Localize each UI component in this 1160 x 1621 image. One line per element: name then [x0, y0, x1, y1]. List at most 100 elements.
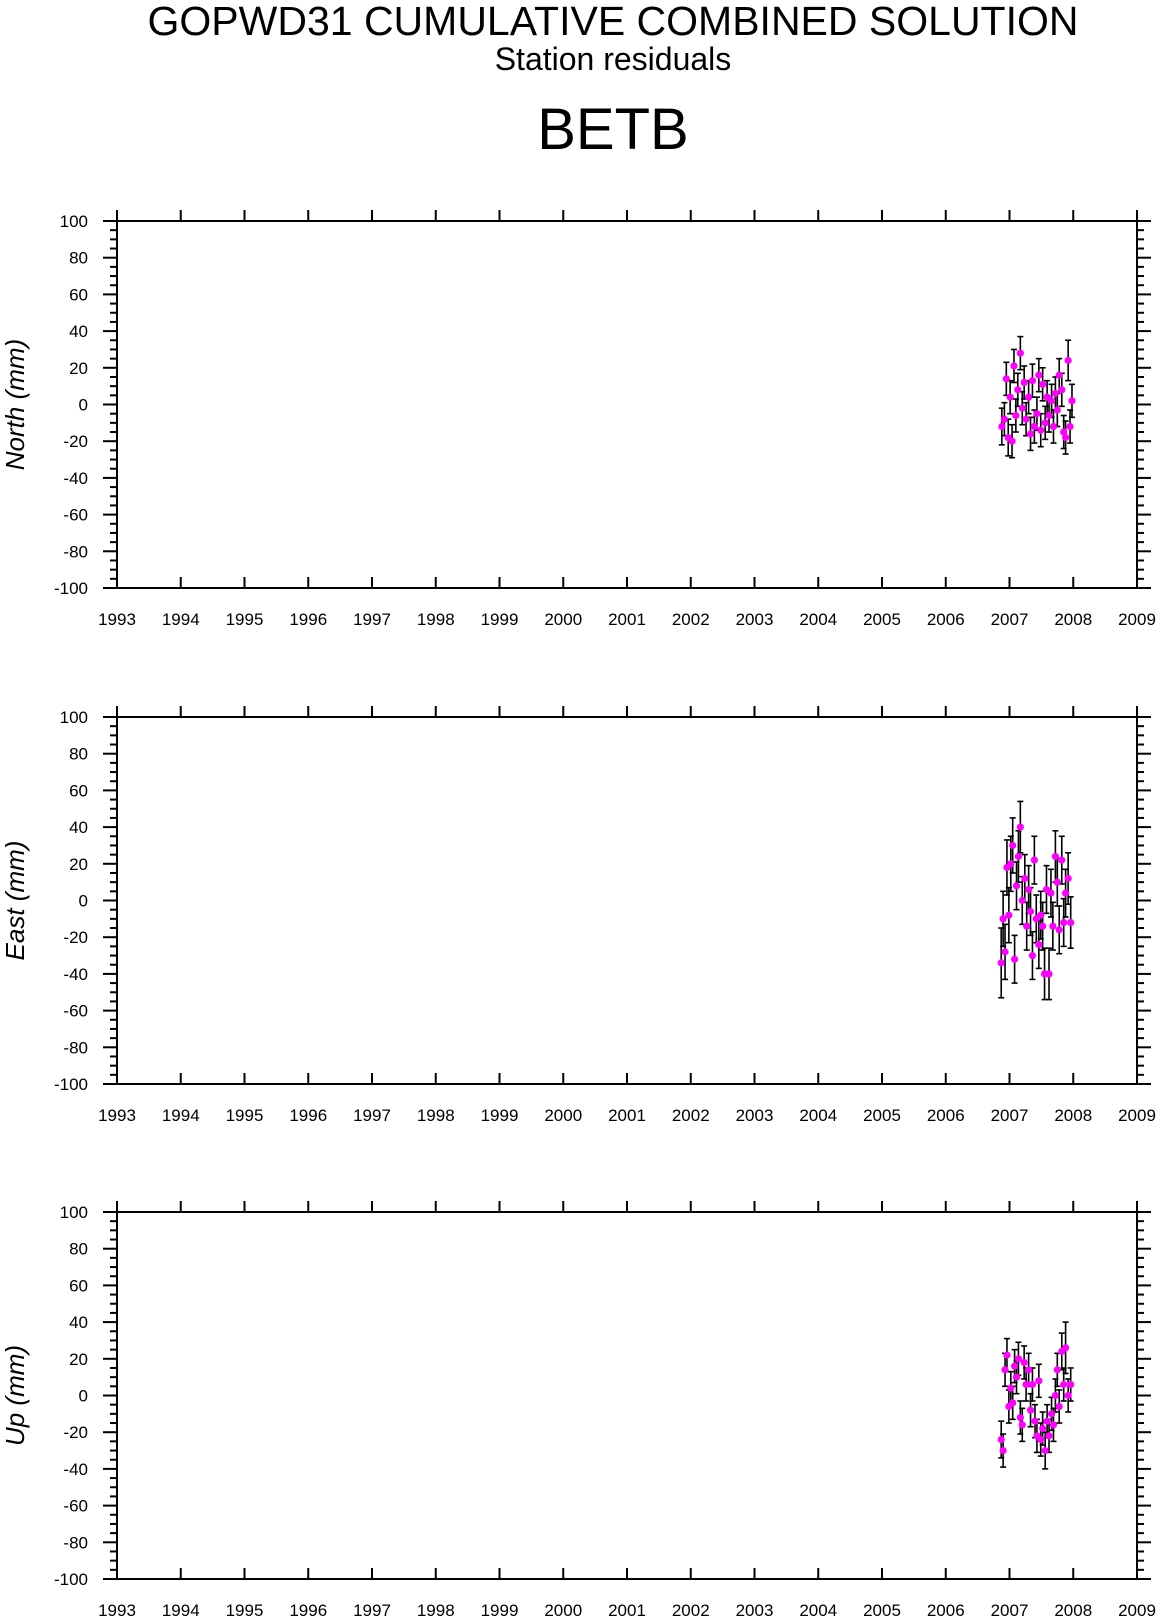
x-tick-label: 2000 [544, 1106, 582, 1125]
data-point [1049, 422, 1058, 431]
data-point [1062, 889, 1070, 897]
y-tick-label: -100 [54, 1570, 88, 1589]
x-tick-label: 1995 [226, 1601, 264, 1620]
data-point [1047, 889, 1055, 897]
x-tick-label: 2007 [991, 1106, 1029, 1125]
data-point [1041, 419, 1049, 427]
y-tick-label: -40 [63, 965, 88, 984]
data-point [1033, 410, 1041, 418]
y-tick-label: -60 [63, 1002, 88, 1021]
y-tick-label: 20 [69, 855, 88, 874]
data-point [1045, 1432, 1053, 1440]
data-point [1021, 874, 1029, 883]
data-point [999, 1446, 1007, 1455]
data-point [1064, 1391, 1072, 1400]
x-tick-label: 2009 [1118, 1106, 1156, 1125]
data-point [1023, 922, 1031, 930]
data-point [1012, 882, 1021, 890]
y-tick-label: 80 [69, 1240, 88, 1259]
data-point [1022, 415, 1030, 423]
x-tick-label: 1997 [353, 610, 391, 629]
data-point [1000, 415, 1009, 423]
data-point [1043, 1417, 1051, 1425]
x-tick-label: 1993 [98, 1106, 136, 1125]
y-tick-label: 0 [79, 1387, 88, 1406]
y-tick-label: -80 [63, 1533, 88, 1552]
panel-1: 1993 1994 1995 1996 1997 1998 1999 2000 2001 2002… [0, 706, 1156, 1125]
data-point [1006, 393, 1014, 401]
data-point [1039, 380, 1047, 388]
x-tick-label: 2002 [672, 1106, 710, 1125]
data-point [1045, 411, 1053, 420]
data-point [1066, 422, 1074, 431]
data-point [1007, 860, 1015, 868]
data-point [1037, 1435, 1045, 1444]
data-point [997, 1435, 1005, 1444]
data-point [1025, 1366, 1033, 1374]
x-tick-label: 1993 [98, 1601, 136, 1620]
x-tick-label: 1996 [289, 610, 327, 629]
x-tick-label: 1995 [226, 1106, 264, 1125]
x-tick-label: 2008 [1054, 610, 1092, 629]
x-tick-label: 2005 [863, 610, 901, 629]
data-point [1016, 349, 1024, 357]
x-tick-label: 1994 [162, 1106, 200, 1125]
x-tick-label: 2000 [544, 1601, 582, 1620]
x-tick-label: 2009 [1118, 610, 1156, 629]
y-tick-label: -80 [63, 1038, 88, 1057]
data-point [1018, 1421, 1026, 1429]
data-point [1062, 433, 1070, 442]
data-point [1030, 856, 1038, 864]
x-tick-label: 2005 [863, 1106, 901, 1125]
y-tick-label: -100 [54, 1075, 88, 1094]
data-point [1051, 389, 1059, 398]
data-point [1041, 1446, 1049, 1455]
x-tick-label: 2009 [1118, 1601, 1156, 1620]
x-tick-label: 2006 [927, 1601, 965, 1620]
x-tick-label: 2004 [799, 1106, 837, 1125]
y-tick-label: 20 [69, 359, 88, 378]
data-point [1053, 1366, 1061, 1374]
x-tick-label: 2002 [672, 610, 710, 629]
data-point [1039, 1424, 1047, 1433]
y-tick-label: 100 [60, 1203, 88, 1222]
data-point [1018, 404, 1026, 412]
x-tick-label: 2007 [991, 1601, 1029, 1620]
data-point [1010, 362, 1018, 370]
y-tick-label: -20 [63, 928, 88, 947]
x-tick-label: 2004 [799, 610, 837, 629]
y-tick-label: -60 [63, 506, 88, 525]
y-tick-label: -20 [63, 432, 88, 451]
x-tick-label: 2003 [736, 1601, 774, 1620]
subtitle: Station residuals [494, 41, 732, 77]
y-tick-label: 40 [69, 322, 88, 341]
data-point [1035, 940, 1043, 949]
x-tick-label: 2006 [927, 610, 965, 629]
data-point [1053, 406, 1061, 414]
data-point [1009, 1399, 1017, 1407]
data-point [1062, 1344, 1070, 1352]
main-title: GOPWD31 CUMULATIVE COMBINED SOLUTION [147, 0, 1079, 44]
data-point [1030, 422, 1038, 431]
x-tick-label: 1996 [289, 1601, 327, 1620]
y-tick-label: 60 [69, 1276, 88, 1295]
y-tick-label: -20 [63, 1423, 88, 1442]
data-point [1018, 896, 1026, 905]
data-point [1055, 371, 1063, 379]
x-tick-label: 1998 [417, 610, 455, 629]
y-tick-label: 80 [69, 249, 88, 268]
data-point [1039, 922, 1047, 930]
x-tick-label: 1993 [98, 610, 136, 629]
data-point [1026, 1406, 1035, 1414]
x-tick-label: 1997 [353, 1106, 391, 1125]
data-point [1025, 393, 1033, 401]
data-point [1011, 955, 1019, 963]
data-point [1064, 874, 1072, 883]
y-tick-label: 20 [69, 1350, 88, 1369]
data-point [1055, 1402, 1063, 1411]
data-point [1060, 428, 1068, 436]
data-point [1055, 926, 1063, 934]
panel-0: 1993 1994 1995 1996 1997 1998 1999 2000 2001 2002… [0, 210, 1156, 629]
x-tick-label: 1998 [417, 1106, 455, 1125]
x-tick-label: 1995 [226, 610, 264, 629]
